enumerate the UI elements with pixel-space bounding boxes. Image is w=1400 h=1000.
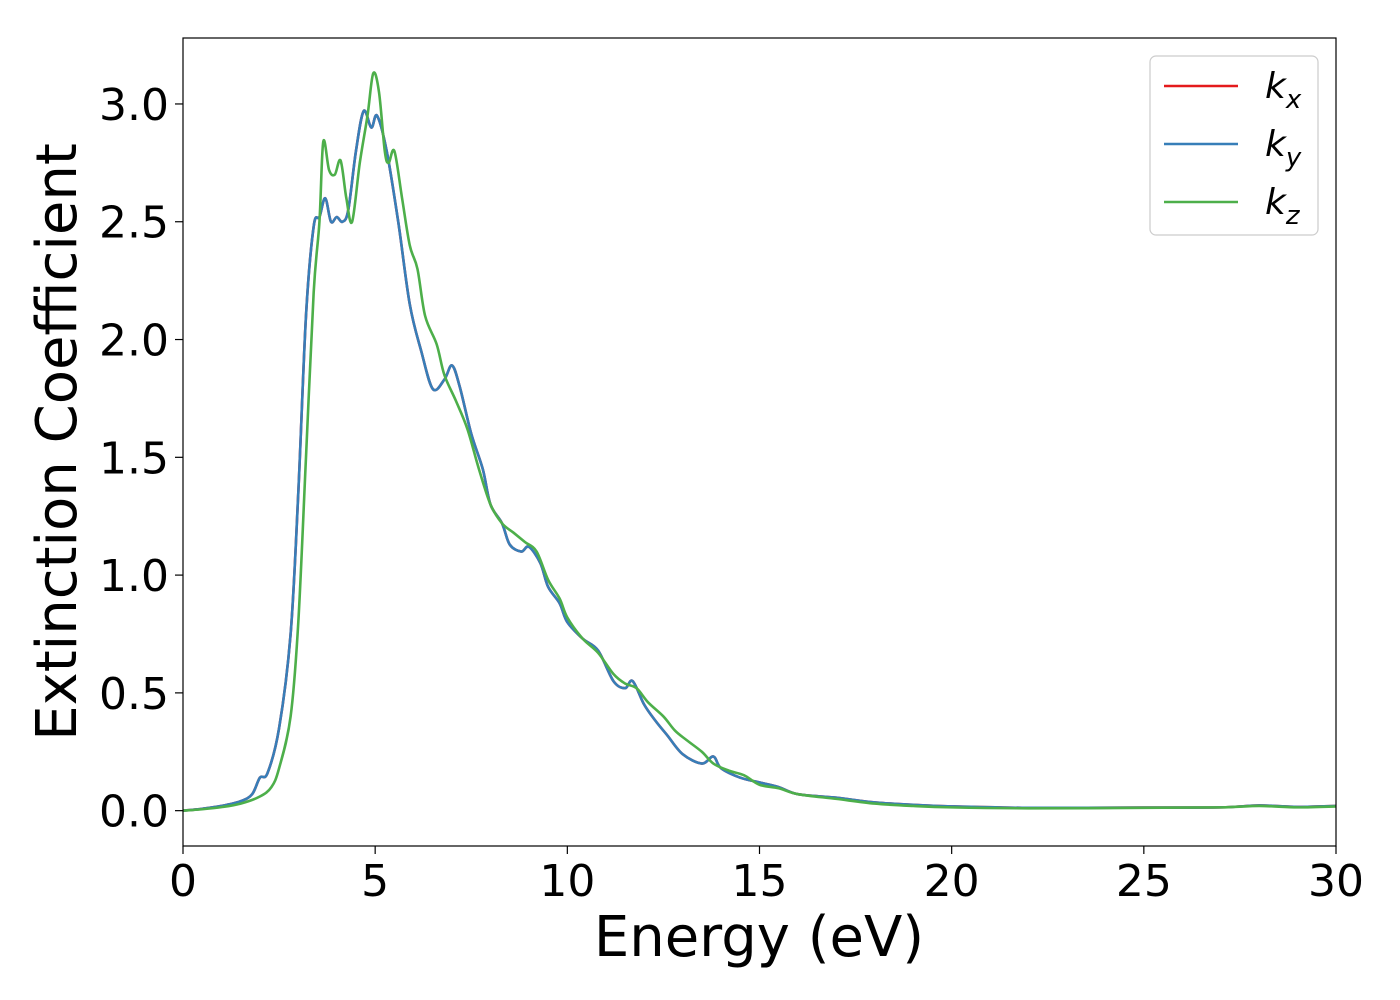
legend-label-kx: kx: [1265, 66, 1302, 115]
y-tick-label-0.5: 0.5: [99, 669, 169, 720]
series-layer: [183, 71, 1336, 812]
x-axis-title: Energy (eV): [594, 905, 924, 970]
legend-label-subscript: x: [1285, 85, 1302, 115]
y-tick-label-2.5: 2.5: [99, 198, 169, 249]
series-line-kz: [183, 71, 1336, 812]
x-tick-label-20: 20: [924, 856, 980, 907]
x-axis: 0 5 10 15 20 25 30: [169, 846, 1364, 907]
x-tick-label-15: 15: [732, 856, 788, 907]
legend-label-main: k: [1265, 124, 1288, 165]
x-tick-label-0: 0: [169, 856, 197, 907]
plot-background: [183, 38, 1336, 846]
x-tick-label-30: 30: [1308, 856, 1364, 907]
x-tick-label-25: 25: [1116, 856, 1172, 907]
x-tick-label-10: 10: [539, 856, 595, 907]
legend-label-main: k: [1265, 182, 1288, 223]
y-tick-label-2.0: 2.0: [99, 316, 169, 367]
legend-label-subscript: y: [1285, 143, 1302, 173]
x-tick-label-5: 5: [361, 856, 389, 907]
y-tick-label-1.5: 1.5: [99, 433, 169, 484]
plot-frame: [182, 37, 1337, 847]
y-tick-label-1.0: 1.0: [99, 551, 169, 602]
y-axis-title: Extinction Coefficient: [25, 143, 90, 741]
y-axis: 0.0 0.5 1.0 1.5 2.0 2.5 3.0: [99, 80, 183, 838]
y-tick-label-0.0: 0.0: [99, 787, 169, 838]
legend-label-ky: ky: [1265, 124, 1302, 173]
legend-label-main: k: [1265, 66, 1288, 107]
legend-label-kz: kz: [1265, 182, 1301, 231]
legend-label-subscript: z: [1285, 201, 1301, 231]
y-tick-label-3.0: 3.0: [99, 80, 169, 131]
legend-box: [1149, 55, 1319, 236]
